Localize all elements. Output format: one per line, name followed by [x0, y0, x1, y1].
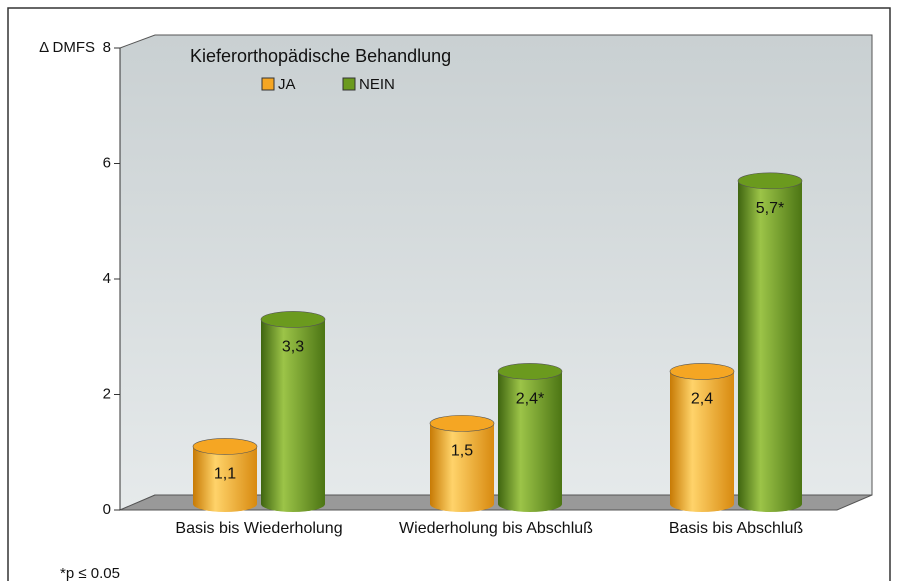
legend-label: NEIN [359, 76, 395, 93]
bar-top [737, 172, 803, 190]
value-label: 1,1 [214, 466, 236, 483]
legend-title: Kieferorthopädische Behandlung [190, 46, 451, 66]
footnote: *p ≤ 0.05 [60, 565, 120, 581]
bar-top [192, 438, 258, 455]
x-tick-label: Basis bis Abschluß [669, 520, 804, 537]
bar [193, 446, 257, 504]
legend-swatch [261, 77, 275, 91]
bar-bottom [498, 496, 562, 512]
x-tick-label: Wiederholung bis Abschluß [399, 520, 593, 537]
bar-bottom [261, 496, 325, 512]
y-tick-label: 2 [103, 385, 111, 402]
bar-top [669, 363, 735, 380]
y-tick-label: 4 [103, 270, 111, 287]
bar [670, 371, 734, 504]
value-label: 2,4 [691, 391, 713, 408]
legend-swatch [342, 77, 356, 91]
bar [738, 180, 802, 504]
legend-label: JA [278, 76, 296, 93]
value-label: 3,3 [282, 339, 304, 356]
y-tick-label: 6 [103, 154, 111, 171]
bar-bottom [430, 496, 494, 512]
bar [261, 319, 325, 504]
y-tick-label: 0 [103, 501, 111, 518]
bar [498, 371, 562, 504]
bar-bottom [738, 496, 802, 512]
bar [430, 423, 494, 504]
bar-top [429, 415, 495, 432]
bar-top [260, 311, 326, 328]
y-tick-label: 8 [103, 39, 111, 56]
value-label: 5,7* [756, 200, 784, 217]
value-label: 2,4* [516, 391, 544, 408]
bar-bottom [193, 496, 257, 512]
frame [7, 7, 891, 586]
bar-bottom [670, 496, 734, 512]
value-label: 1,5 [451, 443, 473, 460]
y-axis-label: Δ DMFS [39, 39, 95, 56]
bar-top [497, 363, 563, 380]
x-tick-label: Basis bis Wiederholung [175, 520, 342, 537]
